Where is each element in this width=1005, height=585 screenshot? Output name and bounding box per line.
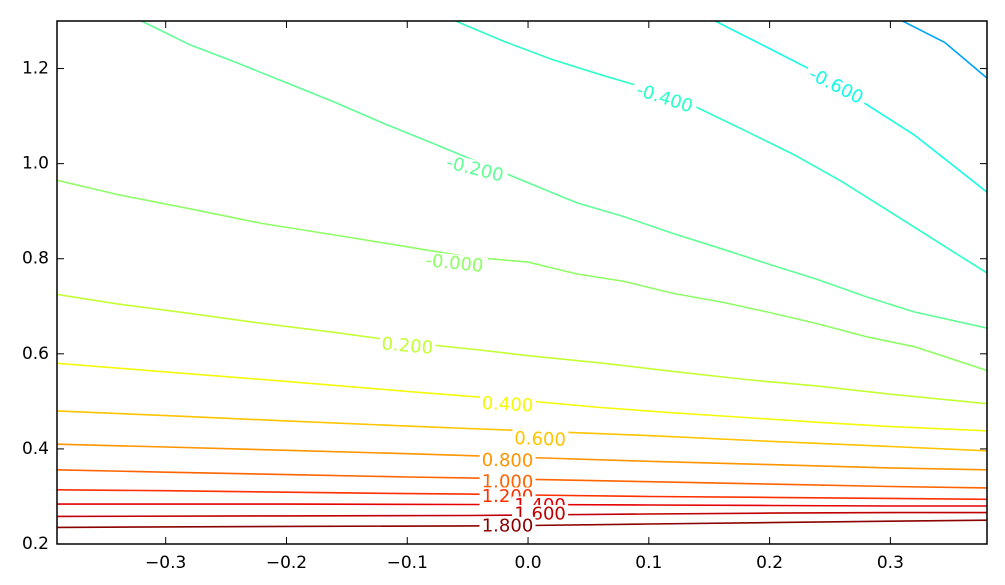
contour-label: 0.600 xyxy=(514,428,566,451)
contour-label: 0.800 xyxy=(482,450,534,472)
contour-label-gap xyxy=(479,472,536,492)
contour-line xyxy=(57,519,987,529)
contour-line xyxy=(714,21,987,193)
y-tick-label: 1.2 xyxy=(22,59,49,79)
contour-line xyxy=(455,21,987,274)
x-tick-label: −0.1 xyxy=(387,553,428,573)
x-tick-label: −0.2 xyxy=(266,553,307,573)
axis-ticks: −0.3 −0.2 −0.1 0.0 0.1 0.2 0.3 0.2 0.4 0.6 0.8 1.0 1… xyxy=(22,21,987,573)
contour-line xyxy=(57,410,987,452)
contour-label-gap xyxy=(479,451,536,471)
contour-line xyxy=(57,179,987,372)
x-tick-label: 0.0 xyxy=(515,553,542,573)
contour-label: 1.800 xyxy=(482,515,534,536)
y-tick-label: 0.4 xyxy=(22,439,49,459)
contour-line xyxy=(57,362,987,432)
contour-label-gap xyxy=(511,429,569,450)
contour-label-gap xyxy=(440,152,510,187)
y-tick-label: 1.0 xyxy=(22,154,49,174)
contour-label: 0.200 xyxy=(381,333,434,358)
y-tick-label: 0.8 xyxy=(22,249,49,269)
plot-frame xyxy=(56,20,988,545)
contour-label-gap xyxy=(378,334,436,358)
x-tick-label: 0.2 xyxy=(756,553,783,573)
contour-label-gap xyxy=(479,394,536,416)
contour-label-gap xyxy=(630,79,699,118)
x-tick-label: 0.1 xyxy=(635,553,662,573)
contour-label-gap xyxy=(420,251,489,276)
contour-line xyxy=(902,21,987,79)
x-tick-label: −0.3 xyxy=(145,553,186,573)
contour-label-gap xyxy=(479,516,536,535)
contour-line xyxy=(57,511,987,518)
contour-line xyxy=(57,503,987,507)
contour-line xyxy=(57,293,987,405)
x-tick-label: 0.3 xyxy=(877,553,904,573)
y-tick-label: 0.6 xyxy=(22,344,49,364)
y-tick-label: 0.2 xyxy=(22,534,49,554)
contour-label-gap xyxy=(802,63,870,110)
contour-label: 0.400 xyxy=(481,393,534,417)
contour-line xyxy=(141,21,987,329)
